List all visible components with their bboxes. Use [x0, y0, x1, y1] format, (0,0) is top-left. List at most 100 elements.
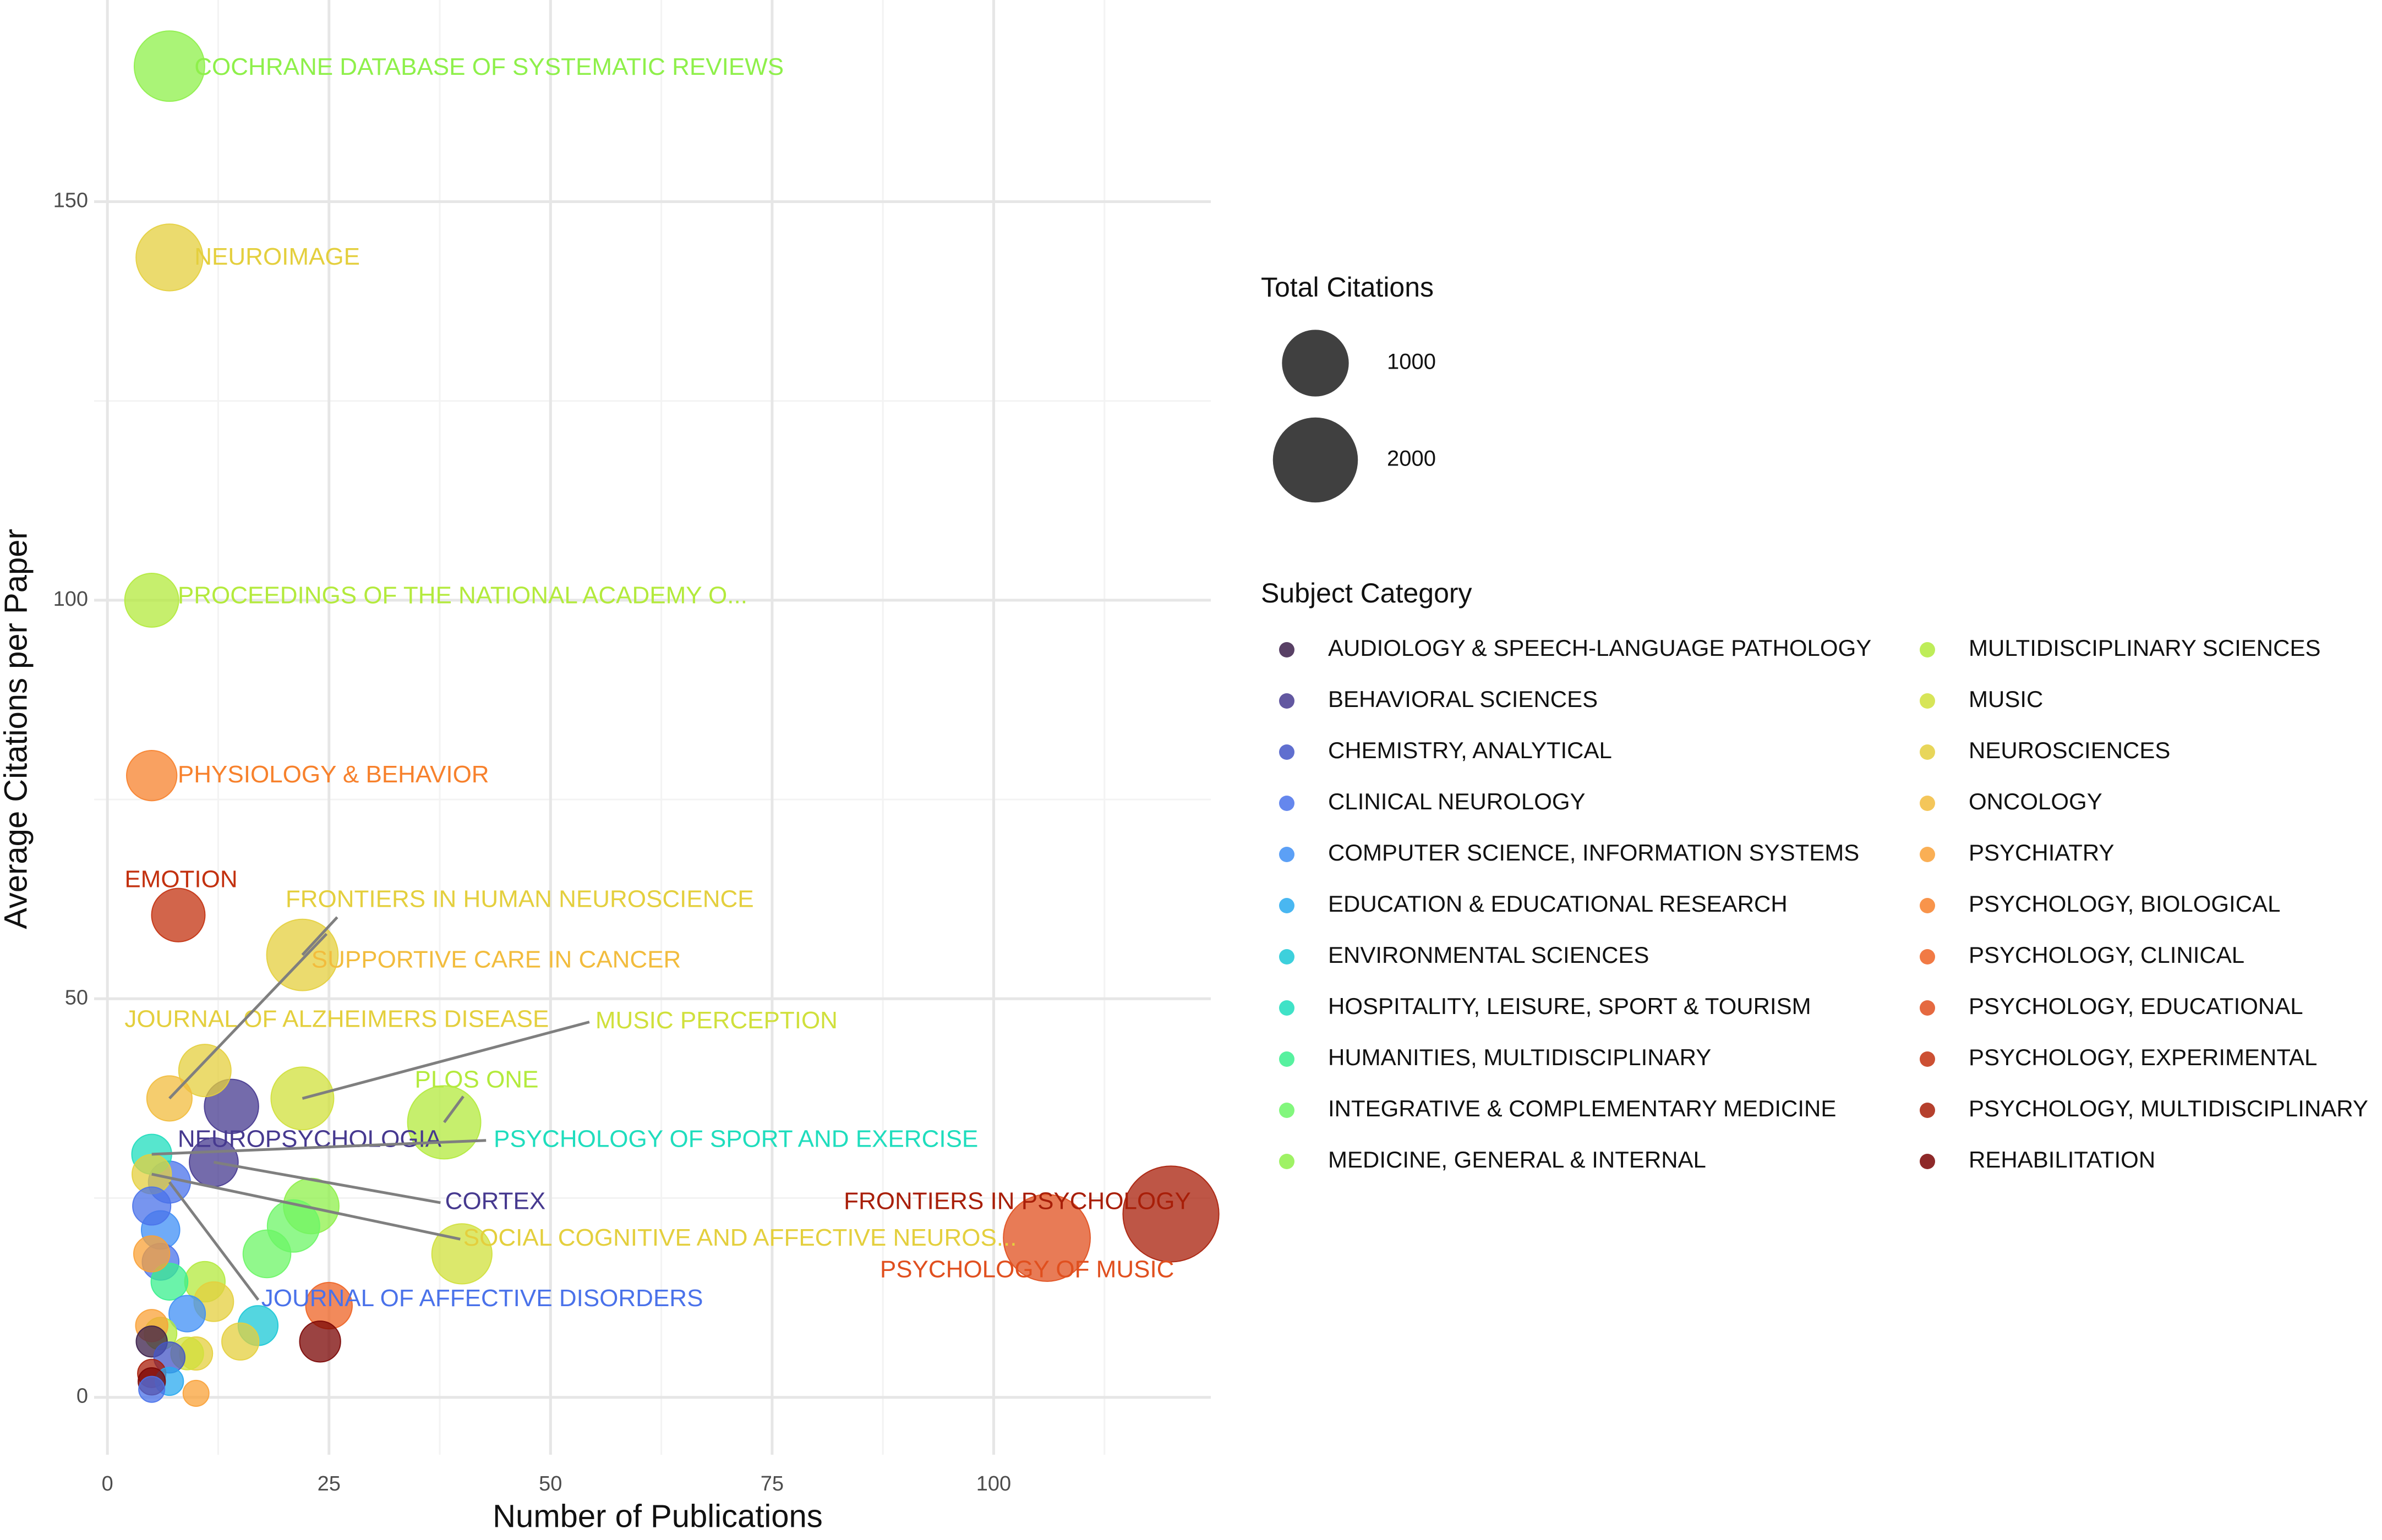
legend-label: PSYCHOLOGY, MULTIDISCIPLINARY	[1969, 1095, 2368, 1121]
legend-label: CLINICAL NEUROLOGY	[1328, 788, 1586, 814]
bubble	[182, 1379, 210, 1407]
leader-line	[151, 1172, 461, 1241]
legend-key	[1279, 949, 1294, 964]
point-label: SUPPORTIVE CARE IN CANCER	[312, 946, 681, 973]
point-label: JOURNAL OF AFFECTIVE DISORDERS	[261, 1285, 703, 1312]
point-label: PROCEEDINGS OF THE NATIONAL ACADEMY O...	[178, 582, 747, 609]
legend-key	[1920, 744, 1935, 760]
bubble	[150, 1263, 189, 1301]
x-axis-title: Number of Publications	[493, 1498, 823, 1534]
x-tick-label: 100	[976, 1472, 1011, 1495]
bubble	[133, 1235, 171, 1273]
bubble	[242, 1229, 292, 1279]
x-tick-label: 50	[539, 1472, 562, 1495]
legend-label: CHEMISTRY, ANALYTICAL	[1328, 737, 1612, 763]
point-label: FRONTIERS IN PSYCHOLOGY	[844, 1188, 1191, 1215]
bubble	[1003, 1194, 1091, 1282]
bubble	[126, 749, 178, 802]
legend-label: MULTIDISCIPLINARY SCIENCES	[1969, 635, 2321, 661]
legend-key	[1920, 1000, 1935, 1016]
point-label: PLOS ONE	[414, 1066, 538, 1093]
legend-key	[1920, 642, 1935, 657]
leader-line	[168, 933, 328, 1100]
legend-key	[1279, 642, 1294, 657]
legend-label: PSYCHOLOGY, EXPERIMENTAL	[1969, 1044, 2317, 1070]
point-label: PHYSIOLOGY & BEHAVIOR	[178, 761, 489, 788]
legend-key	[1920, 1154, 1935, 1169]
point-label: JOURNAL OF ALZHEIMERS DISEASE	[124, 1005, 549, 1032]
legend-key	[1920, 949, 1935, 964]
legend-key	[1920, 1051, 1935, 1067]
legend-label: PSYCHOLOGY, BIOLOGICAL	[1969, 891, 2280, 917]
legend-label: MEDICINE, GENERAL & INTERNAL	[1328, 1147, 1706, 1172]
legend-label: EDUCATION & EDUCATIONAL RESEARCH	[1328, 891, 1788, 917]
legend-key	[1279, 1103, 1294, 1118]
y-axis-title: Average Citations per Paper	[0, 529, 34, 929]
legend-key	[1920, 1103, 1935, 1118]
legend-key	[1279, 847, 1294, 862]
legend-label: NEUROSCIENCES	[1969, 737, 2170, 763]
legend-key	[1920, 796, 1935, 811]
legend-label: AUDIOLOGY & SPEECH-LANGUAGE PATHOLOGY	[1328, 635, 1871, 661]
legend-key	[1920, 847, 1935, 862]
leader-line	[151, 1139, 487, 1156]
size-legend-label: 1000	[1387, 350, 1436, 374]
bubble	[431, 1223, 493, 1285]
bubble	[151, 887, 206, 942]
size-legend-key	[1282, 330, 1349, 397]
point-label: COCHRANE DATABASE OF SYSTEMATIC REVIEWS	[194, 53, 784, 80]
leader-line	[301, 916, 338, 956]
bubble	[221, 1322, 260, 1361]
legend-label: HUMANITIES, MULTIDISCIPLINARY	[1328, 1044, 1711, 1070]
legend-label: ENVIRONMENTAL SCIENCES	[1328, 942, 1649, 968]
leader-line	[168, 1181, 260, 1301]
legend-key	[1279, 898, 1294, 913]
bubble	[178, 1044, 232, 1098]
y-tick-label: 50	[65, 986, 88, 1009]
legend-label: MUSIC	[1969, 686, 2043, 712]
y-tick-label: 100	[53, 588, 88, 611]
bubble	[299, 1320, 341, 1363]
legend-label: PSYCHOLOGY, CLINICAL	[1969, 942, 2244, 968]
bubble	[1122, 1165, 1220, 1263]
legend-label: REHABILITATION	[1969, 1147, 2155, 1172]
legend-key	[1920, 693, 1935, 709]
point-label: MUSIC PERCEPTION	[596, 1007, 838, 1034]
point-label: SOCIAL COGNITIVE AND AFFECTIVE NEUROS...	[463, 1224, 1017, 1251]
leader-line	[443, 1095, 465, 1124]
leader-line	[302, 1021, 590, 1100]
legend-label: ONCOLOGY	[1969, 788, 2102, 814]
legend-key	[1920, 898, 1935, 913]
legend-key	[1279, 1051, 1294, 1067]
legend-label: BEHAVIORAL SCIENCES	[1328, 686, 1598, 712]
legend-label: COMPUTER SCIENCE, INFORMATION SYSTEMS	[1328, 840, 1859, 865]
legend-label: HOSPITALITY, LEISURE, SPORT & TOURISM	[1328, 993, 1811, 1019]
legend-key	[1279, 1154, 1294, 1169]
point-label: PSYCHOLOGY OF MUSIC	[880, 1256, 1174, 1283]
point-label: FRONTIERS IN HUMAN NEUROSCIENCE	[286, 885, 754, 912]
legend-label: INTEGRATIVE & COMPLEMENTARY MEDICINE	[1328, 1095, 1836, 1121]
y-tick-label: 0	[77, 1385, 88, 1408]
bubble	[124, 572, 179, 628]
point-label: PSYCHOLOGY OF SPORT AND EXERCISE	[494, 1125, 978, 1152]
bubble	[132, 1186, 172, 1226]
bubble	[135, 223, 204, 292]
bubble	[168, 1295, 206, 1333]
x-tick-label: 0	[102, 1472, 113, 1495]
color-legend-title: Subject Category	[1261, 578, 1472, 609]
point-label: EMOTION	[124, 865, 237, 892]
legend-label: PSYCHIATRY	[1969, 840, 2115, 865]
leader-line	[213, 1160, 441, 1204]
size-legend-title: Total Citations	[1261, 272, 1434, 303]
size-legend-label: 2000	[1387, 447, 1436, 471]
legend-key	[1279, 1000, 1294, 1016]
bubble	[138, 1375, 166, 1403]
legend-key	[1279, 693, 1294, 709]
size-legend-key	[1272, 417, 1358, 503]
y-tick-label: 150	[53, 189, 88, 212]
x-tick-label: 25	[318, 1472, 341, 1495]
legend-key	[1279, 796, 1294, 811]
legend-key	[1279, 744, 1294, 760]
